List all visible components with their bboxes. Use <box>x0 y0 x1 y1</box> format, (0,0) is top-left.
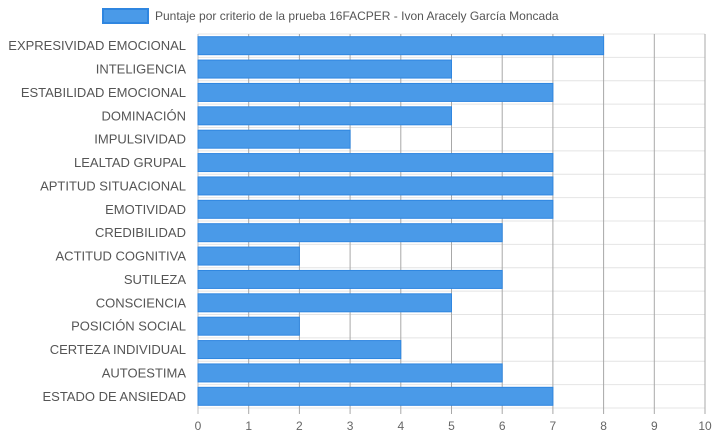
x-tick-label: 4 <box>397 419 404 433</box>
bar[interactable] <box>197 82 554 102</box>
x-tick-label: 5 <box>448 419 455 433</box>
category-label: DOMINACIÓN <box>102 108 187 123</box>
x-axis-ticks: 0 1 2 3 4 5 6 7 8 9 10 <box>195 419 712 433</box>
category-label: IMPULSIVIDAD <box>94 132 186 147</box>
bar[interactable] <box>197 36 605 56</box>
x-tick-label: 2 <box>296 419 303 433</box>
bar[interactable] <box>197 223 503 243</box>
category-label: SUTILEZA <box>124 272 186 287</box>
category-labels: EXPRESIVIDAD EMOCIONAL INTELIGENCIA ESTABI… <box>8 38 186 404</box>
bar[interactable] <box>197 340 402 360</box>
bar[interactable] <box>197 386 554 406</box>
category-label: CREDIBILIDAD <box>95 225 186 240</box>
category-label: ESTABILIDAD EMOCIONAL <box>21 85 186 100</box>
x-tick-label: 7 <box>550 419 557 433</box>
x-tick-label: 8 <box>600 419 607 433</box>
bars <box>197 36 605 406</box>
x-tick-label: 0 <box>195 419 202 433</box>
bar[interactable] <box>197 246 300 266</box>
bar[interactable] <box>197 153 554 173</box>
category-label: ESTADO DE ANSIEDAD <box>42 389 186 404</box>
x-tick-label: 9 <box>651 419 658 433</box>
bar[interactable] <box>197 293 452 313</box>
x-tick-label: 6 <box>499 419 506 433</box>
legend-label[interactable]: Puntaje por criterio de la prueba 16FACP… <box>155 9 559 23</box>
category-label: LEALTAD GRUPAL <box>74 155 186 170</box>
category-label: EMOTIVIDAD <box>105 202 186 217</box>
bar[interactable] <box>197 199 554 219</box>
bar[interactable] <box>197 316 300 336</box>
bar[interactable] <box>197 269 503 289</box>
legend-swatch[interactable] <box>102 8 149 24</box>
category-label: AUTOESTIMA <box>102 365 187 380</box>
x-tick-label: 1 <box>245 419 252 433</box>
category-label: INTELIGENCIA <box>96 62 187 77</box>
category-label: CONSCIENCIA <box>96 295 187 310</box>
bar[interactable] <box>197 176 554 196</box>
x-tick-label: 10 <box>698 419 712 433</box>
legend[interactable]: Puntaje por criterio de la prueba 16FACP… <box>102 8 559 24</box>
x-tick-label: 3 <box>347 419 354 433</box>
category-label: CERTEZA INDIVIDUAL <box>50 342 186 357</box>
bar[interactable] <box>197 129 351 149</box>
bar[interactable] <box>197 363 503 383</box>
category-label: ACTITUD COGNITIVA <box>56 249 187 264</box>
bar[interactable] <box>197 59 452 79</box>
category-label: EXPRESIVIDAD EMOCIONAL <box>8 38 186 53</box>
category-label: APTITUD SITUACIONAL <box>40 178 186 193</box>
bar[interactable] <box>197 106 452 126</box>
category-label: POSICIÓN SOCIAL <box>71 319 186 334</box>
